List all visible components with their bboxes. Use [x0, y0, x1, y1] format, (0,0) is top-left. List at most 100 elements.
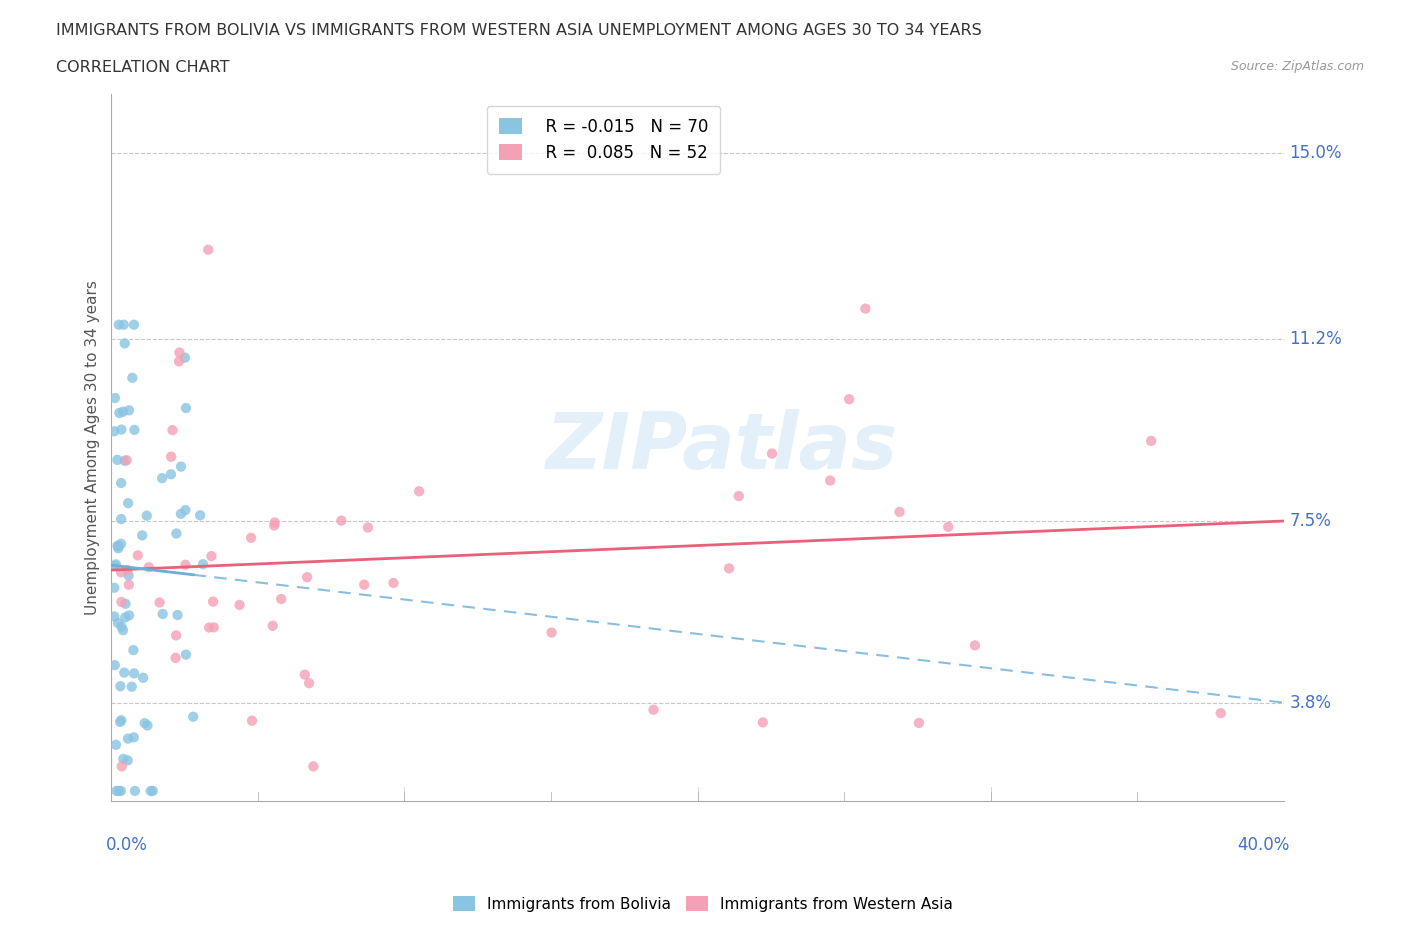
- Point: [108, 405, 131, 420]
- Point: [1140, 433, 1163, 448]
- Point: [107, 616, 129, 631]
- Point: [408, 484, 430, 498]
- Point: [118, 578, 141, 592]
- Point: [107, 538, 129, 553]
- Point: [160, 449, 183, 464]
- Point: [135, 508, 157, 523]
- Point: [117, 731, 139, 746]
- Point: [131, 528, 153, 543]
- Point: [103, 580, 125, 595]
- Point: [107, 541, 129, 556]
- Text: ZIPatlas: ZIPatlas: [544, 409, 897, 485]
- Point: [936, 519, 959, 534]
- Point: [162, 423, 184, 438]
- Point: [107, 783, 129, 798]
- Point: [114, 596, 136, 611]
- Point: [117, 563, 139, 578]
- Point: [149, 595, 172, 610]
- Point: [169, 345, 191, 360]
- Point: [107, 538, 129, 553]
- Point: [121, 370, 143, 385]
- Point: [540, 625, 562, 640]
- Point: [136, 718, 159, 733]
- Point: [170, 507, 193, 522]
- Point: [761, 446, 783, 461]
- Point: [104, 391, 127, 405]
- Point: [174, 401, 197, 416]
- Text: Source: ZipAtlas.com: Source: ZipAtlas.com: [1230, 60, 1364, 73]
- Point: [240, 713, 263, 728]
- Point: [111, 623, 134, 638]
- Point: [139, 783, 162, 798]
- Point: [110, 422, 132, 437]
- Point: [112, 751, 135, 766]
- Point: [202, 594, 225, 609]
- Text: 0.0%: 0.0%: [105, 836, 148, 854]
- Point: [263, 518, 285, 533]
- Point: [110, 565, 132, 579]
- Point: [118, 608, 141, 623]
- Point: [838, 392, 860, 406]
- Point: [240, 530, 263, 545]
- Point: [1209, 706, 1232, 721]
- Point: [382, 576, 405, 591]
- Point: [110, 619, 132, 634]
- Point: [127, 548, 149, 563]
- Point: [270, 591, 292, 606]
- Point: [114, 610, 136, 625]
- Point: [104, 557, 127, 572]
- Point: [174, 557, 197, 572]
- Point: [110, 475, 132, 490]
- Point: [353, 578, 375, 592]
- Point: [191, 557, 214, 572]
- Text: 11.2%: 11.2%: [1289, 330, 1343, 349]
- Point: [160, 467, 183, 482]
- Point: [103, 424, 125, 439]
- Point: [108, 714, 131, 729]
- Point: [110, 537, 132, 551]
- Y-axis label: Unemployment Among Ages 30 to 34 years: Unemployment Among Ages 30 to 34 years: [86, 280, 100, 615]
- Point: [198, 620, 221, 635]
- Point: [121, 679, 143, 694]
- Point: [202, 620, 225, 635]
- Point: [122, 666, 145, 681]
- Point: [117, 568, 139, 583]
- Point: [197, 243, 219, 258]
- Point: [122, 317, 145, 332]
- Point: [124, 422, 146, 437]
- Point: [132, 671, 155, 685]
- Point: [114, 453, 136, 468]
- Point: [718, 561, 741, 576]
- Point: [170, 459, 193, 474]
- Point: [963, 638, 986, 653]
- Point: [107, 317, 129, 332]
- Point: [115, 453, 138, 468]
- Point: [330, 513, 353, 528]
- Point: [166, 607, 188, 622]
- Point: [114, 336, 136, 351]
- Point: [138, 560, 160, 575]
- Point: [104, 658, 127, 672]
- Point: [298, 676, 321, 691]
- Point: [118, 403, 141, 418]
- Point: [110, 679, 132, 694]
- Point: [174, 502, 197, 517]
- Point: [908, 715, 931, 730]
- Point: [111, 759, 134, 774]
- Text: 7.5%: 7.5%: [1289, 512, 1331, 530]
- Point: [165, 526, 187, 541]
- Point: [752, 715, 775, 730]
- Point: [818, 473, 841, 488]
- Point: [122, 730, 145, 745]
- Point: [142, 783, 165, 798]
- Point: [117, 496, 139, 511]
- Text: 3.8%: 3.8%: [1289, 694, 1331, 711]
- Point: [111, 405, 134, 419]
- Point: [174, 647, 197, 662]
- Point: [181, 710, 204, 724]
- Point: [150, 471, 173, 485]
- Point: [228, 597, 250, 612]
- Point: [855, 301, 877, 316]
- Point: [152, 606, 174, 621]
- Legend:   R = -0.015   N = 70,   R =  0.085   N = 52: R = -0.015 N = 70, R = 0.085 N = 52: [486, 106, 720, 174]
